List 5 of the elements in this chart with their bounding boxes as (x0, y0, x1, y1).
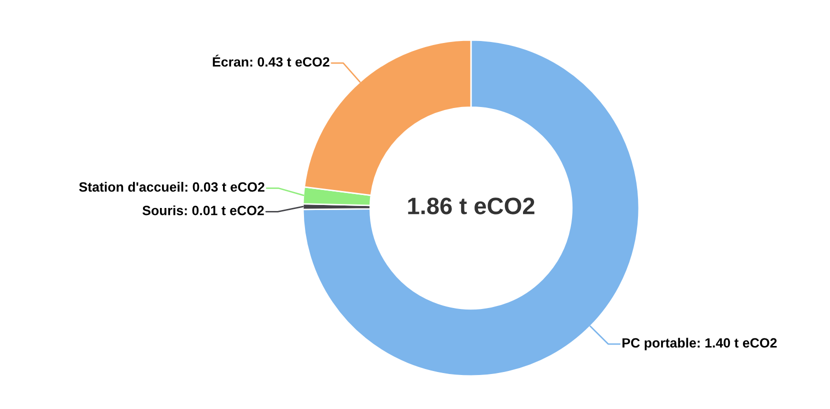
slice-label: PC portable: 1.40 t eCO2 (622, 338, 777, 350)
slice-label: Station d'accueil: 0.03 t eCO2 (79, 182, 264, 192)
text: 1.86 t eCO2 (408, 198, 534, 214)
slice-label: Souris: 0.01 t eCO2 (142, 205, 264, 216)
slice-label: Écran: 0.43 t eCO2 (212, 54, 330, 67)
